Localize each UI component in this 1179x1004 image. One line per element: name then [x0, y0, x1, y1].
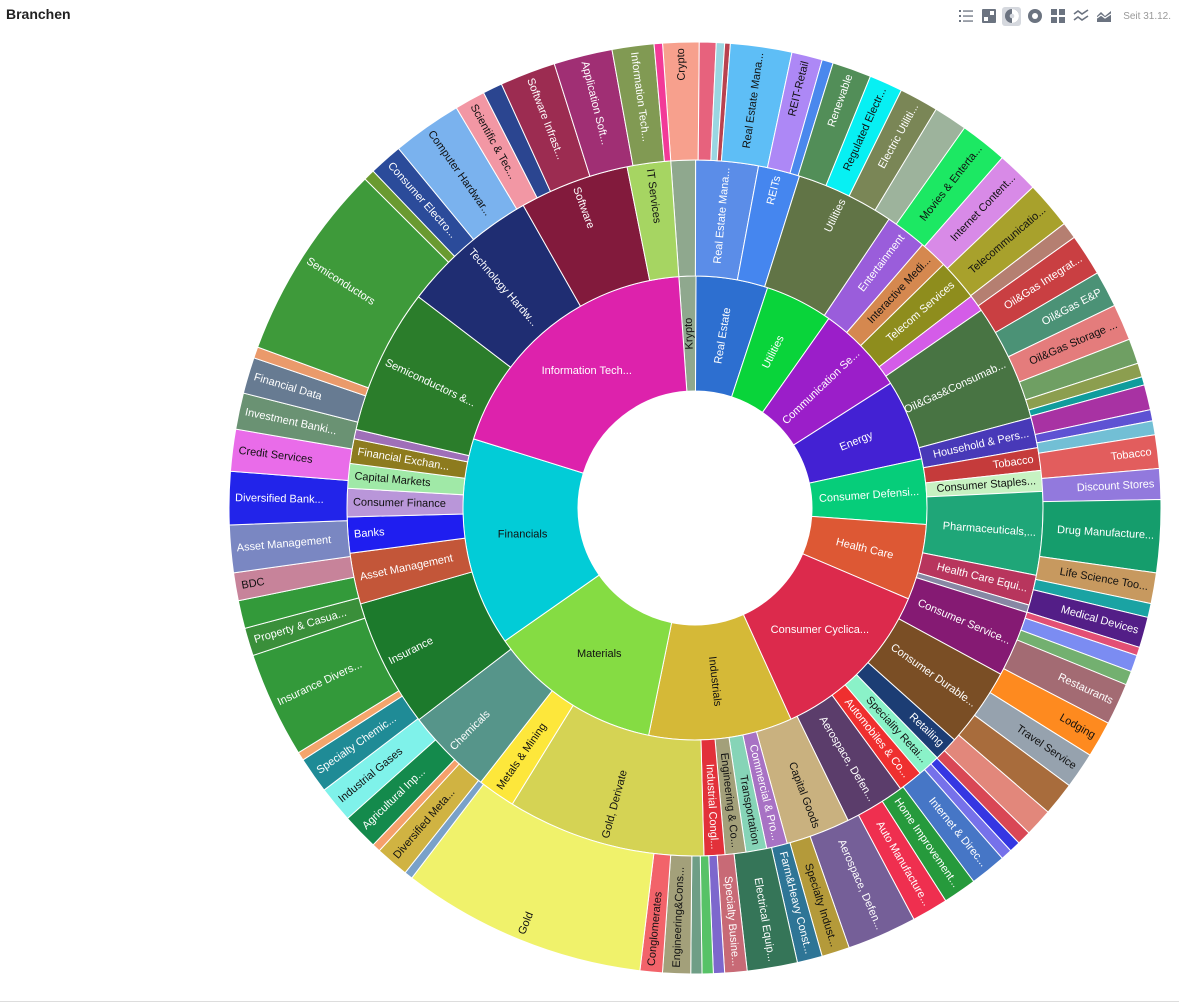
since-label: Seit 31.12.: [1123, 10, 1171, 22]
sunburst-view-button[interactable]: [1002, 6, 1022, 26]
globe-view-button[interactable]: [1025, 7, 1044, 26]
outer-ring-segment[interactable]: [690, 855, 703, 975]
treemap-icon: [981, 9, 996, 23]
area-chart-icon: [1096, 11, 1112, 22]
outer-ring-segment[interactable]: [653, 42, 672, 162]
view-toolbar: Seit 31.12.: [956, 5, 1171, 27]
grid-view-button[interactable]: [1048, 7, 1067, 26]
treemap-view-button[interactable]: [979, 7, 998, 26]
grid-icon: [1050, 9, 1065, 23]
line-chart-view-button[interactable]: [1071, 7, 1090, 26]
globe-icon: [1027, 9, 1042, 23]
bottom-divider: [0, 1001, 1179, 1002]
line-chart-icon: [1073, 9, 1089, 21]
sunburst-icon: [1004, 9, 1019, 23]
area-chart-view-button[interactable]: [1094, 7, 1113, 26]
list-view-button[interactable]: [956, 7, 975, 26]
panel-title: Branchen: [6, 6, 71, 22]
list-icon: [958, 10, 973, 22]
panel-header: Branchen: [0, 0, 1179, 28]
